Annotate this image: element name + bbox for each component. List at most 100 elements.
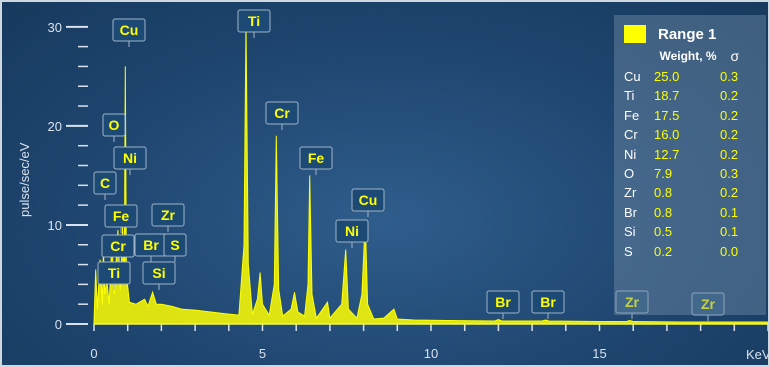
peak-label: Br — [134, 233, 168, 262]
peak-label-text: Cu — [359, 192, 378, 208]
y-tick-label: 30 — [48, 20, 62, 35]
x-tick-label: 15 — [592, 346, 606, 361]
peak-label-text: Zr — [161, 207, 176, 223]
peak-label-text: Fe — [308, 150, 325, 166]
sigma-value: 0.2 — [720, 127, 739, 143]
peak-label-text: Zr — [625, 294, 640, 310]
peak-label-text: Si — [152, 265, 165, 281]
composition-row: Zr 0.8 0.2 — [624, 183, 750, 202]
peak-label: Ti — [237, 9, 271, 38]
composition-row: Si 0.5 0.1 — [624, 222, 750, 241]
peak-label: Br — [486, 290, 520, 319]
x-axis-label: KeV — [746, 347, 768, 362]
range-color-swatch — [624, 25, 646, 43]
x-tick-label: 10 — [424, 346, 438, 361]
element-symbol: Zr — [624, 185, 637, 201]
sigma-value: 0.0 — [720, 243, 739, 259]
peak-label-text: C — [100, 175, 110, 191]
peak-label: Cu — [112, 18, 146, 47]
weight-percent: 18.7 — [654, 88, 680, 104]
peak-label-text: Br — [143, 237, 159, 253]
element-symbol: Cu — [624, 69, 641, 84]
weight-percent: 17.5 — [654, 107, 680, 123]
peak-label: Fe — [299, 146, 333, 175]
element-symbol: O — [624, 166, 635, 182]
peak-label: Zr — [615, 290, 649, 319]
element-symbol: S — [624, 243, 633, 259]
peak-label: Zr — [691, 292, 725, 321]
peak-label-text: Ni — [123, 150, 137, 166]
element-symbol: Cr — [624, 127, 638, 143]
legend-column-headers: Weight, % σ — [624, 47, 760, 65]
element-symbol: Si — [624, 224, 636, 240]
peak-label: Zr — [151, 203, 185, 232]
peak-label: Fe — [104, 204, 138, 233]
peak-label-text: S — [170, 237, 179, 253]
peak-label: Ti — [97, 261, 131, 290]
composition-row: O 7.9 0.3 — [624, 164, 750, 183]
peak-label-text: Fe — [113, 208, 130, 224]
composition-table: Cu 25.0 0.3 Ti 18.7 0.2 Fe 17.5 0.2 Cr 16.0 0.2 Ni 12… — [624, 67, 750, 261]
composition-row: S 0.2 0.0 — [624, 242, 750, 261]
peak-label: Br — [531, 290, 565, 319]
peak-label-text: Zr — [701, 296, 716, 312]
element-legend: Range 1 Weight, % σ Cu 25.0 0.3 Ti 18.7 0.2 Fe… — [614, 15, 766, 315]
weight-percent: 7.9 — [654, 166, 673, 182]
peak-label-text: Ni — [345, 223, 359, 239]
peak-label: O — [102, 113, 126, 142]
sigma-value: 0.3 — [720, 69, 739, 84]
peak-label: Cr — [265, 101, 299, 130]
weight-percent: 16.0 — [654, 127, 680, 143]
weight-percent: 0.8 — [654, 204, 673, 220]
element-symbol: Fe — [624, 107, 640, 123]
weight-percent: 12.7 — [654, 146, 680, 162]
peak-label-text: O — [109, 117, 120, 133]
peak-label-text: Cr — [110, 238, 126, 254]
peak-label: C — [93, 171, 117, 200]
x-tick-label: 0 — [90, 346, 97, 361]
composition-row: Cu 25.0 0.3 — [624, 67, 750, 86]
element-symbol: Ni — [624, 146, 637, 162]
peak-label: Cu — [351, 188, 385, 217]
peak-label: Cr — [101, 234, 135, 263]
weight-percent: 0.2 — [654, 243, 673, 259]
sigma-value: 0.3 — [720, 166, 739, 182]
weight-column-header: Weight, % — [659, 49, 717, 63]
weight-percent: 0.5 — [654, 224, 673, 240]
peak-label-text: Br — [495, 294, 511, 310]
composition-row: Fe 17.5 0.2 — [624, 106, 750, 125]
sigma-value: 0.1 — [720, 224, 739, 240]
peak-label: Ni — [113, 146, 147, 175]
y-tick-label: 10 — [48, 218, 62, 233]
sigma-value: 0.2 — [720, 107, 739, 123]
composition-row: Ni 12.7 0.2 — [624, 145, 750, 164]
composition-row: Ti 18.7 0.2 — [624, 86, 750, 105]
peak-label: Ni — [335, 219, 369, 248]
sigma-value: 0.2 — [720, 146, 739, 162]
composition-row: Br 0.8 0.1 — [624, 203, 750, 222]
weight-percent: 25.0 — [654, 69, 680, 84]
x-tick-label: 5 — [259, 346, 266, 361]
peak-label: Si — [142, 261, 176, 290]
peak-label-text: Br — [540, 294, 556, 310]
peak-label-text: Ti — [248, 13, 260, 29]
peak-label-text: Ti — [108, 265, 120, 281]
legend-header: Range 1 — [624, 21, 760, 47]
y-tick-label: 20 — [48, 119, 62, 134]
sigma-value: 0.2 — [720, 185, 739, 201]
y-tick-label: 0 — [55, 317, 62, 332]
weight-percent: 0.8 — [654, 185, 673, 201]
sigma-value: 0.2 — [720, 88, 739, 104]
composition-row: Cr 16.0 0.2 — [624, 125, 750, 144]
legend-title: Range 1 — [658, 25, 717, 43]
peak-label-text: Cr — [274, 105, 290, 121]
sigma-value: 0.1 — [720, 204, 739, 220]
sigma-column-header: σ — [730, 48, 740, 64]
peak-label-text: Cu — [120, 22, 139, 38]
peak-label: S — [163, 233, 187, 262]
element-symbol: Ti — [624, 88, 635, 104]
element-symbol: Br — [624, 204, 637, 220]
